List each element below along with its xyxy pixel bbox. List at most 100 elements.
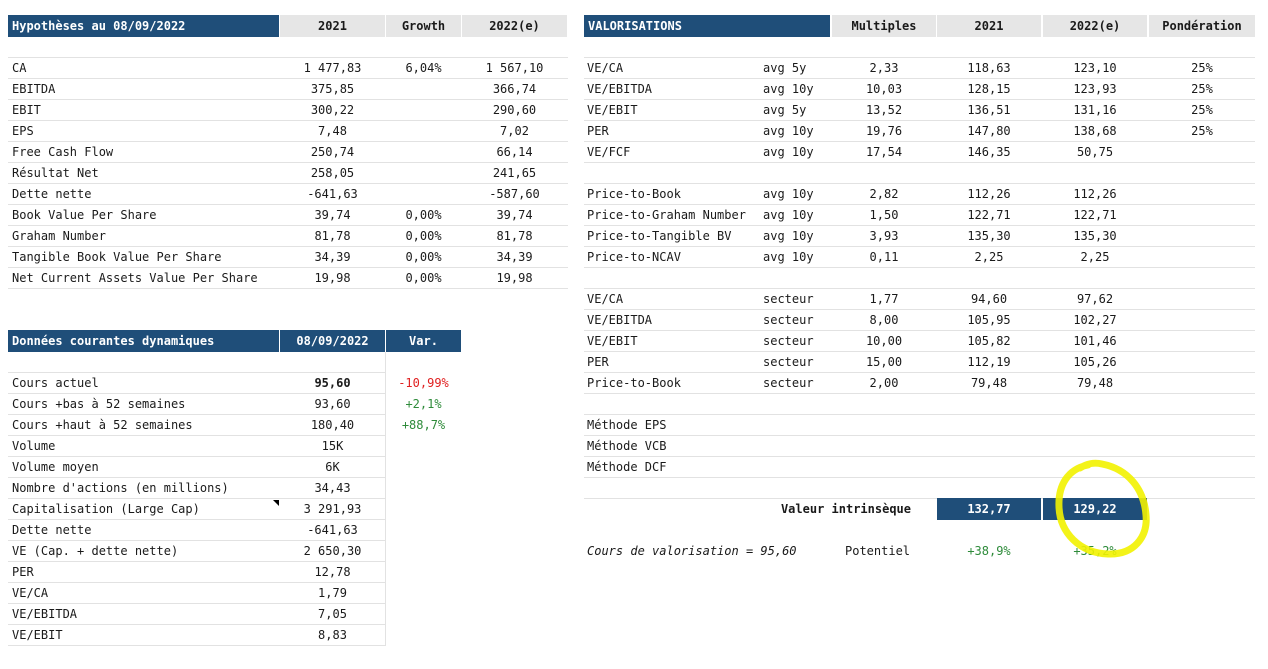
hypotheses-row: Free Cash Flow 250,74 66,14 bbox=[8, 142, 568, 163]
valorisations-title: VALORISATIONS bbox=[584, 15, 830, 37]
row-value-2021: 19,98 bbox=[314, 271, 351, 285]
row-growth bbox=[386, 121, 461, 141]
hypotheses-col-2021: 2021 bbox=[280, 15, 385, 37]
valorisation-row: VE/EBITDA avg 10y 10,03 128,15 123,93 25% bbox=[584, 79, 1255, 100]
valorisation-row: VE/CA secteur 1,77 94,60 97,62 bbox=[584, 289, 1255, 310]
row-var bbox=[386, 499, 461, 519]
hypotheses-row: CA 1 477,83 6,04% 1 567,10 bbox=[8, 58, 568, 79]
row-value: 6K bbox=[325, 460, 340, 474]
row-label: PER bbox=[12, 565, 34, 579]
valorisation-row: VE/EBITDA secteur 8,00 105,95 102,27 bbox=[584, 310, 1255, 331]
row-value-2022e: 290,60 bbox=[492, 103, 537, 117]
row-value-2022e: 34,39 bbox=[496, 250, 533, 264]
row-ponderation bbox=[1149, 373, 1255, 393]
row-ponderation: 25% bbox=[1191, 124, 1213, 138]
row-value-2022e: 123,93 bbox=[1073, 82, 1117, 96]
method-row: Méthode VCB bbox=[584, 436, 1255, 457]
row-var bbox=[386, 478, 461, 498]
row-value-2022e: 135,30 bbox=[1073, 229, 1117, 243]
donnees-spacer-row bbox=[8, 352, 386, 373]
row-value: 95,60 bbox=[314, 376, 351, 390]
row-value: 3 291,93 bbox=[303, 502, 362, 516]
row-basis: avg 10y bbox=[763, 145, 814, 159]
row-value-2021: 7,48 bbox=[318, 124, 347, 138]
row-value-2022e: 138,68 bbox=[1073, 124, 1117, 138]
row-value-2022e: 81,78 bbox=[496, 229, 533, 243]
hypotheses-row: Tangible Book Value Per Share 34,39 0,00% 3… bbox=[8, 247, 568, 268]
cours-valorisation: Cours de valorisation = 95,60 bbox=[587, 544, 797, 558]
row-label: Volume bbox=[12, 439, 56, 453]
row-label: PER bbox=[587, 124, 609, 138]
intrinsic-label: Valeur intrinsèque bbox=[780, 502, 911, 516]
row-value-2021: 112,19 bbox=[967, 355, 1011, 369]
row-label: EBIT bbox=[12, 103, 41, 117]
valorisation-spacer-row bbox=[584, 394, 1255, 415]
valorisation-row: VE/CA avg 5y 2,33 118,63 123,10 25% bbox=[584, 58, 1255, 79]
row-value-2022e: 2,25 bbox=[1080, 250, 1110, 264]
method-row: Méthode EPS bbox=[584, 415, 1255, 436]
row-label: VE/FCF bbox=[587, 145, 631, 159]
valorisation-spacer-row bbox=[584, 268, 1255, 289]
row-var bbox=[386, 457, 461, 477]
row-basis: avg 10y bbox=[763, 124, 814, 138]
row-growth: 6,04% bbox=[405, 61, 442, 75]
row-value-2022e: 1 567,10 bbox=[485, 61, 544, 75]
row-multiple: 8,00 bbox=[869, 313, 899, 327]
row-var bbox=[386, 436, 461, 456]
row-value-2022e: 123,10 bbox=[1073, 61, 1117, 75]
row-label: Price-to-Book bbox=[587, 376, 681, 390]
row-var: +2,1% bbox=[405, 397, 442, 411]
valorisation-row: PER avg 10y 19,76 147,80 138,68 25% bbox=[584, 121, 1255, 142]
row-label: Capitalisation (Large Cap) bbox=[12, 502, 200, 516]
row-value-2021: 81,78 bbox=[314, 229, 351, 243]
valorisation-row: Price-to-Tangible BV avg 10y 3,93 135,30 135… bbox=[584, 226, 1255, 247]
row-multiple: 15,00 bbox=[865, 355, 903, 369]
highlight-circle bbox=[1055, 459, 1150, 558]
row-ponderation: 25% bbox=[1191, 61, 1213, 75]
donnees-row: Volume moyen 6K bbox=[8, 457, 386, 478]
row-basis: avg 10y bbox=[763, 229, 814, 243]
row-var: -10,99% bbox=[398, 376, 449, 390]
row-ponderation bbox=[1149, 184, 1255, 204]
row-multiple: 13,52 bbox=[865, 103, 903, 117]
row-value: 8,83 bbox=[318, 628, 347, 642]
row-basis: avg 10y bbox=[763, 187, 814, 201]
valorisations-col-2022e: 2022(e) bbox=[1043, 15, 1147, 37]
donnees-row: Capitalisation (Large Cap) 3 291,93 bbox=[8, 499, 386, 520]
row-label: VE/EBITDA bbox=[587, 82, 653, 96]
row-ponderation bbox=[1149, 352, 1255, 372]
method-label: Méthode EPS bbox=[587, 418, 667, 432]
row-var: +88,7% bbox=[401, 418, 446, 432]
valorisation-spacer-row bbox=[584, 37, 1255, 58]
row-value-2022e: 101,46 bbox=[1073, 334, 1117, 348]
method-row: Méthode DCF bbox=[584, 457, 1255, 478]
row-label: Free Cash Flow bbox=[12, 145, 114, 159]
row-multiple: 10,00 bbox=[865, 334, 903, 348]
row-value-2022e: -587,60 bbox=[489, 187, 540, 201]
donnees-row: Cours +haut à 52 semaines 180,40 bbox=[8, 415, 386, 436]
row-multiple: 2,00 bbox=[869, 376, 899, 390]
row-var bbox=[386, 541, 461, 561]
row-value-2021: 39,74 bbox=[314, 208, 351, 222]
row-value: 15K bbox=[321, 439, 344, 453]
valorisation-row: Price-to-NCAV avg 10y 0,11 2,25 2,25 bbox=[584, 247, 1255, 268]
hypotheses-row: EPS 7,48 7,02 bbox=[8, 121, 568, 142]
valorisation-row: Price-to-Book secteur 2,00 79,48 79,48 bbox=[584, 373, 1255, 394]
row-basis: avg 10y bbox=[763, 208, 814, 222]
hypotheses-spacer-row bbox=[8, 37, 568, 58]
valorisations-col-2021: 2021 bbox=[937, 15, 1041, 37]
row-label: EBITDA bbox=[12, 82, 56, 96]
row-growth: 0,00% bbox=[405, 271, 442, 285]
row-label: VE/EBIT bbox=[587, 334, 638, 348]
row-label: VE/EBIT bbox=[587, 103, 638, 117]
method-label: Méthode VCB bbox=[587, 439, 667, 453]
row-ponderation bbox=[1149, 289, 1255, 309]
valorisation-row: Price-to-Book avg 10y 2,82 112,26 112,26 bbox=[584, 184, 1255, 205]
hypotheses-col-2022e: 2022(e) bbox=[462, 15, 567, 37]
row-label: Nombre d'actions (en millions) bbox=[12, 481, 229, 495]
valorisation-row: Price-to-Graham Number avg 10y 1,50 122,71 1… bbox=[584, 205, 1255, 226]
valorisation-row: PER secteur 15,00 112,19 105,26 bbox=[584, 352, 1255, 373]
donnees-row: VE/EBITDA 7,05 bbox=[8, 604, 386, 625]
hypotheses-title: Hypothèses au 08/09/2022 bbox=[8, 15, 279, 37]
row-label: EPS bbox=[12, 124, 34, 138]
